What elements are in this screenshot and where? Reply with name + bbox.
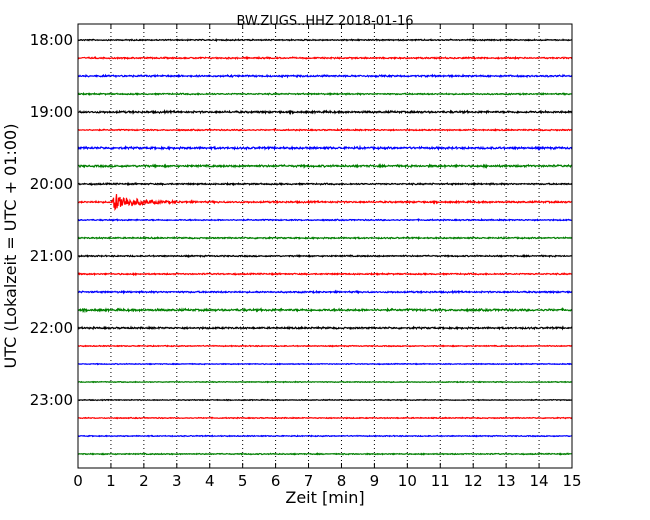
x-tick-label: 6 [271, 472, 281, 490]
y-axis-label: UTC (Lokalzeit = UTC + 01:00) [1, 124, 20, 369]
x-tick-label: 7 [304, 472, 314, 490]
trace-line [77, 434, 573, 438]
traces [77, 37, 573, 456]
trace-line [77, 127, 572, 133]
x-tick-label: 8 [337, 472, 347, 490]
trace-line [77, 271, 573, 277]
trace-line [77, 144, 573, 152]
x-tick-label: 14 [530, 472, 549, 490]
trace-line [77, 217, 573, 223]
y-tick-label: 21:00 [30, 247, 73, 265]
y-tick-label: 20:00 [30, 175, 73, 193]
trace-line [77, 162, 573, 169]
trace-line [77, 344, 573, 348]
y-tick-label: 22:00 [30, 319, 73, 337]
x-tick-label: 4 [205, 472, 215, 490]
x-tick-label: 0 [73, 472, 83, 490]
x-tick-label: 12 [464, 472, 483, 490]
trace-line [77, 235, 573, 241]
trace-line [77, 73, 572, 79]
x-tick-label: 15 [562, 472, 581, 490]
trace-line [77, 398, 573, 402]
trace-line [77, 91, 573, 97]
x-tick-label: 11 [431, 472, 450, 490]
y-tick-label: 23:00 [30, 391, 73, 409]
trace-line [77, 289, 573, 295]
y-axis: 18:00 19:00 20:00 21:00 22:00 23:00 [30, 31, 572, 409]
trace-line [77, 380, 573, 384]
plot-frame [77, 23, 573, 469]
trace-line [77, 325, 573, 331]
trace-line [78, 416, 573, 420]
trace-line [77, 37, 573, 43]
x-tick-label: 10 [398, 472, 417, 490]
trace-line [77, 181, 573, 187]
trace-line [77, 362, 572, 366]
y-tick-label: 19:00 [30, 103, 73, 121]
chart-title: BW.ZUGS..HHZ 2018-01-16 [236, 14, 413, 29]
trace-line [77, 194, 573, 211]
trace-line [77, 307, 573, 314]
x-tick-label: 5 [238, 472, 248, 490]
x-axis-label: Zeit [min] [285, 488, 364, 507]
trace-line [78, 452, 573, 456]
x-tick-label: 3 [172, 472, 182, 490]
x-tick-label: 13 [497, 472, 516, 490]
x-tick-label: 9 [370, 472, 380, 490]
grid-lines [110, 24, 540, 468]
trace-line [77, 108, 573, 116]
x-axis: 0 1 2 3 4 5 6 7 8 9 10 11 12 13 14 15 [73, 24, 582, 490]
trace-line [77, 253, 573, 259]
trace-line [77, 55, 573, 61]
y-tick-label: 18:00 [30, 31, 73, 49]
x-tick-label: 2 [139, 472, 149, 490]
x-tick-label: 1 [106, 472, 116, 490]
